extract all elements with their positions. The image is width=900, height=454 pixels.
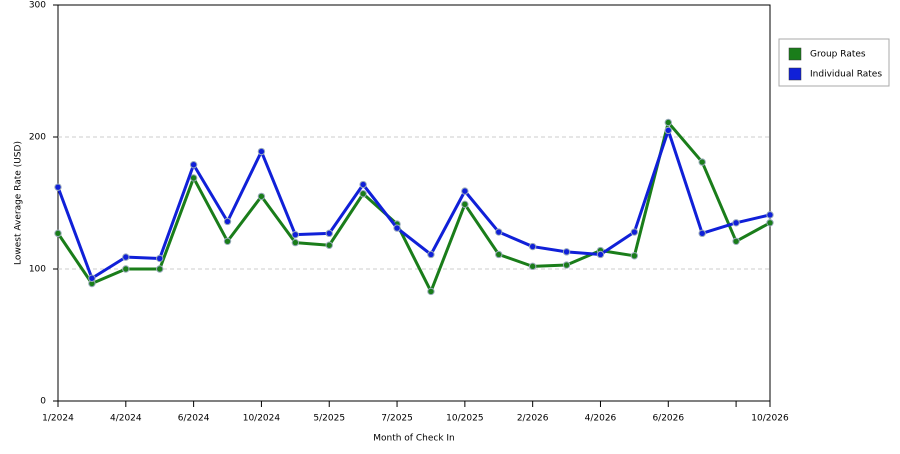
data-point bbox=[528, 242, 537, 251]
y-tick-label: 100 bbox=[29, 265, 46, 275]
x-tick-label: 2/2026 bbox=[517, 414, 549, 424]
x-tick-label: 4/2026 bbox=[585, 414, 617, 424]
data-point bbox=[630, 228, 639, 236]
data-point bbox=[257, 192, 266, 201]
data-point bbox=[393, 224, 401, 232]
data-point bbox=[54, 229, 62, 238]
data-point bbox=[461, 187, 469, 195]
y-axis-title: Lowest Average Rate (USD) bbox=[14, 141, 24, 265]
plot-area bbox=[57, 4, 771, 402]
y-tick-label: 300 bbox=[29, 1, 46, 11]
data-point bbox=[664, 118, 672, 127]
data-point bbox=[359, 190, 367, 198]
data-point bbox=[156, 265, 164, 273]
data-point bbox=[54, 183, 62, 191]
data-point bbox=[562, 261, 571, 269]
series-line bbox=[56, 128, 771, 280]
data-point bbox=[223, 237, 232, 245]
x-tick-label: 6/2026 bbox=[652, 414, 684, 424]
data-point bbox=[495, 228, 503, 236]
data-point bbox=[495, 250, 503, 259]
data-point bbox=[291, 230, 300, 239]
series-line bbox=[56, 120, 771, 293]
x-tick-label: 10/2025 bbox=[446, 414, 483, 424]
data-point bbox=[223, 217, 232, 226]
data-point bbox=[257, 147, 266, 156]
data-point bbox=[359, 180, 367, 189]
x-tick-label: 6/2024 bbox=[178, 414, 210, 424]
data-point bbox=[698, 158, 706, 166]
data-point bbox=[325, 241, 333, 249]
data-point bbox=[461, 200, 469, 209]
data-point bbox=[189, 174, 198, 182]
data-point bbox=[698, 229, 706, 238]
x-tick-label: 7/2025 bbox=[381, 414, 413, 424]
y-tick-label: 0 bbox=[40, 397, 46, 407]
legend-swatch bbox=[788, 47, 802, 61]
x-tick-label: 1/2024 bbox=[42, 414, 74, 424]
data-point bbox=[122, 265, 130, 273]
y-tick-label: 200 bbox=[29, 133, 46, 143]
legend-label: Individual Rates bbox=[810, 70, 882, 80]
data-point bbox=[427, 250, 435, 259]
data-point bbox=[88, 274, 96, 282]
data-point bbox=[427, 287, 435, 296]
data-point bbox=[766, 219, 774, 227]
x-tick-label: 4/2024 bbox=[110, 414, 142, 424]
legend-swatch bbox=[788, 67, 802, 81]
legend-label: Group Rates bbox=[810, 50, 866, 60]
data-point bbox=[291, 238, 300, 247]
data-point bbox=[528, 262, 537, 271]
data-point bbox=[156, 254, 164, 263]
data-point bbox=[562, 248, 571, 256]
x-tick-label: 5/2025 bbox=[313, 414, 345, 424]
data-point bbox=[122, 253, 130, 261]
data-point bbox=[732, 237, 740, 245]
data-point bbox=[664, 126, 672, 135]
x-tick-label: 10/2026 bbox=[751, 414, 789, 424]
data-point bbox=[630, 252, 639, 260]
data-point bbox=[325, 229, 333, 238]
data-point bbox=[766, 211, 774, 219]
data-point bbox=[596, 250, 605, 259]
data-point bbox=[189, 161, 198, 169]
data-point bbox=[732, 219, 740, 227]
x-axis-title: Month of Check In bbox=[373, 434, 455, 444]
x-tick-label: 10/2024 bbox=[243, 414, 281, 424]
